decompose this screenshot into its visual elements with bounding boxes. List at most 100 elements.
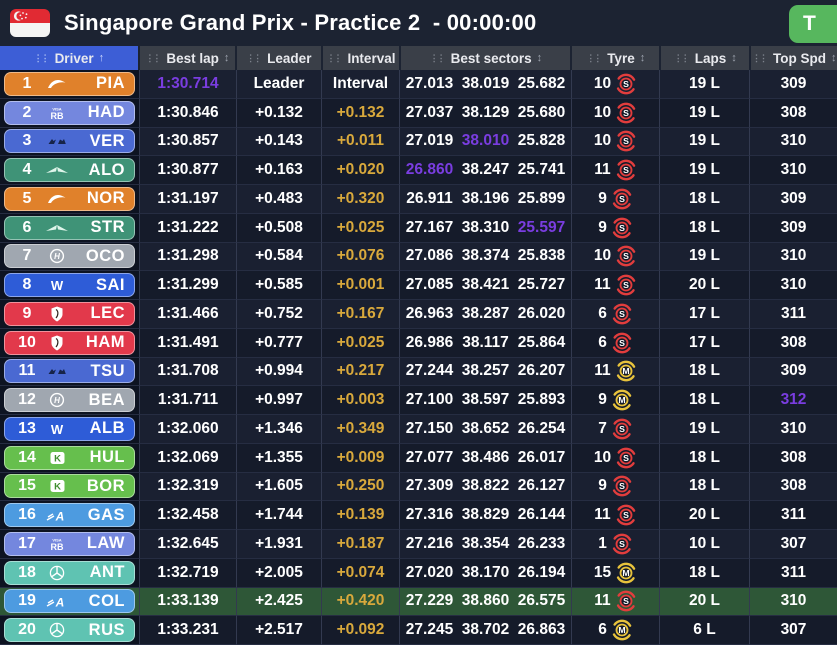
best-sectors-cell: 27.077 38.486 26.017 [400,443,572,473]
driver-badge-ver[interactable]: 3 VER [4,129,135,154]
column-header-laps[interactable]: ⋮⋮ Laps ↕ [660,46,750,70]
driver-code: VER [89,131,125,150]
driver-badge-ham[interactable]: 10 HAM [4,330,135,355]
table-row[interactable]: 2 VISA RB HAD 1:30.846 +0.132 +0.132 27.037 38.1… [0,98,837,128]
drag-handle-icon[interactable]: ⋮⋮ [429,52,446,63]
top-speed: 312 [750,386,837,415]
column-header-leader[interactable]: ⋮⋮ Leader [237,46,321,70]
driver-badge-nor[interactable]: 5 NOR [4,186,135,211]
sector-1-time: 27.077 [405,448,454,466]
driver-badge-bor[interactable]: 15 K BOR [4,474,135,499]
sector-1-time: 27.244 [405,362,454,380]
interval-gap: +0.250 [322,472,400,502]
driver-badge-hul[interactable]: 14 K HUL [4,445,135,470]
table-row[interactable]: 4 ALO 1:30.877 +0.163 +0.020 26.860 38.247 25.7… [0,156,837,185]
table-row[interactable]: 20 RUS 1:33.231 +2.517 +0.092 27.245 38.702 26.… [0,616,837,645]
sector-1-time: 27.100 [405,391,454,409]
column-header-bestlap[interactable]: ⋮⋮ Best lap ↕ [139,46,236,70]
column-header-interval[interactable]: ⋮⋮ Interval [322,46,400,70]
sector-1-time: 27.229 [405,592,454,610]
drag-handle-icon[interactable]: ⋮⋮ [751,52,768,63]
tyre-compound-soft-icon: S [611,418,633,440]
laps-count: 10 L [660,530,750,559]
table-row[interactable]: 6 STR 1:31.222 +0.508 +0.025 27.167 38.310 25.5… [0,213,837,243]
driver-badge-gas[interactable]: 16 A GAS [4,503,135,528]
sector-2-time: 38.196 [461,189,510,207]
table-row[interactable]: 3 VER 1:30.857 +0.143 +0.011 27.019 38.010 25.8… [0,127,837,157]
drag-handle-icon[interactable]: ⋮⋮ [33,52,50,63]
table-row[interactable]: 10 HAM 1:31.491 +0.777 +0.025 26.986 38.117 25.… [0,328,837,358]
column-header-tyre[interactable]: ⋮⋮ Tyre ↕ [572,46,659,70]
tyre-compound-soft-icon: S [615,102,637,124]
driver-code: OCO [85,246,125,265]
driver-badge-lec[interactable]: 9 LEC [4,301,135,326]
table-row[interactable]: 8 W SAI 1:31.299 +0.585 +0.001 27.085 38.421 25.… [0,271,837,300]
drag-handle-icon[interactable]: ⋮⋮ [326,52,342,63]
drag-handle-icon[interactable]: ⋮⋮ [246,52,262,63]
interval-gap: +0.187 [322,530,400,559]
driver-badge-alb[interactable]: 13 W ALB [4,416,135,441]
driver-badge-alo[interactable]: 4 ALO [4,158,135,183]
best-sectors-cell: 26.986 38.117 25.864 [400,328,572,358]
sector-3-time: 25.597 [517,218,566,236]
tyre-stint-laps: 10 [593,132,612,150]
driver-badge-col[interactable]: 19 A COL [4,589,135,614]
gap-to-leader: +0.163 [237,156,322,185]
drag-handle-icon[interactable]: ⋮⋮ [586,52,602,63]
table-row[interactable]: 18 ANT 1:32.719 +2.005 +0.074 27.020 38.170 26.… [0,558,837,588]
table-row[interactable]: 1 PIA 1:30.714 Leader Interval 27.013 38.019 25… [0,70,837,99]
table-row[interactable]: 11 TSU 1:31.708 +0.994 +0.217 27.244 38.257 26.… [0,357,837,387]
table-row[interactable]: 19 A COL 1:33.139 +2.425 +0.420 27.229 38.860 26… [0,587,837,617]
driver-badge-tsu[interactable]: 11 TSU [4,359,135,384]
driver-badge-sai[interactable]: 8 W SAI [4,273,135,298]
driver-badge-rus[interactable]: 20 RUS [4,618,135,643]
sector-3-time: 26.020 [517,304,566,322]
best-lap-time: 1:32.060 [140,415,237,444]
driver-badge-had[interactable]: 2 VISA RB HAD [4,100,135,125]
driver-badge-ant[interactable]: 18 ANT [4,560,135,585]
mclaren-logo-icon [44,78,70,90]
table-row[interactable]: 5 NOR 1:31.197 +0.483 +0.320 26.911 38.196 25.8… [0,185,837,214]
sector-1-time: 26.860 [405,161,454,179]
best-sectors-cell: 26.963 38.287 26.020 [400,300,572,329]
tyre-compound-soft-icon: S [611,217,633,239]
driver-badge-oco[interactable]: 7 H OCO [4,244,135,269]
driver-cell: 15 K BOR [0,472,140,502]
sector-2-time: 38.354 [461,534,510,552]
table-row[interactable]: 13 W ALB 1:32.060 +1.346 +0.349 27.150 38.652 26… [0,415,837,444]
driver-badge-pia[interactable]: 1 PIA [4,71,135,96]
best-lap-time: 1:32.319 [140,472,237,502]
driver-badge-bea[interactable]: 12 H BEA [4,388,135,413]
table-row[interactable]: 9 LEC 1:31.466 +0.752 +0.167 26.963 38.287 26.0… [0,300,837,329]
svg-text:S: S [619,309,625,319]
track-view-button[interactable]: T [789,5,837,43]
driver-badge-str[interactable]: 6 STR [4,215,135,240]
table-row[interactable]: 12 H BEA 1:31.711 +0.997 +0.003 27.100 38.597 25… [0,386,837,415]
table-row[interactable]: 17 VISA RB LAW 1:32.645 +1.931 +0.187 27.216 38.… [0,530,837,559]
best-lap-time: 1:32.069 [140,443,237,473]
driver-badge-law[interactable]: 17 VISA RB LAW [4,531,135,556]
column-header-topspd[interactable]: ⋮⋮ Top Spd ↕ [751,46,837,70]
drag-handle-icon[interactable]: ⋮⋮ [145,52,161,63]
sector-1-time: 26.911 [406,189,453,207]
table-row[interactable]: 7 H OCO 1:31.298 +0.584 +0.076 27.086 38.374 25.… [0,242,837,272]
tyre-compound-medium-icon: M [611,619,633,641]
sector-2-time: 38.010 [461,132,510,150]
tyre-stint-laps: 7 [598,419,607,437]
column-header-sectors[interactable]: ⋮⋮ Best sectors ↕ [401,46,571,70]
svg-text:K: K [54,482,61,493]
table-row[interactable]: 16 A GAS 1:32.458 +1.744 +0.139 27.316 38.829 26… [0,501,837,530]
tyre-compound-soft-icon: S [615,447,637,469]
table-row[interactable]: 14 K HUL 1:32.069 +1.355 +0.009 27.077 38.486 26… [0,443,837,473]
gap-to-leader: +0.508 [237,213,322,243]
table-row[interactable]: 15 K BOR 1:32.319 +1.605 +0.250 27.309 38.822 26… [0,472,837,502]
tyre-stint-laps: 6 [598,333,607,351]
drag-handle-icon[interactable]: ⋮⋮ [673,52,690,63]
svg-text:VISA: VISA [52,537,61,542]
sector-2-time: 38.287 [461,304,510,322]
sector-3-time: 25.680 [517,103,566,121]
top-speed: 310 [750,156,837,185]
column-header-driver[interactable]: ⋮⋮ Driver ↑ [0,46,138,70]
svg-text:S: S [619,194,625,204]
